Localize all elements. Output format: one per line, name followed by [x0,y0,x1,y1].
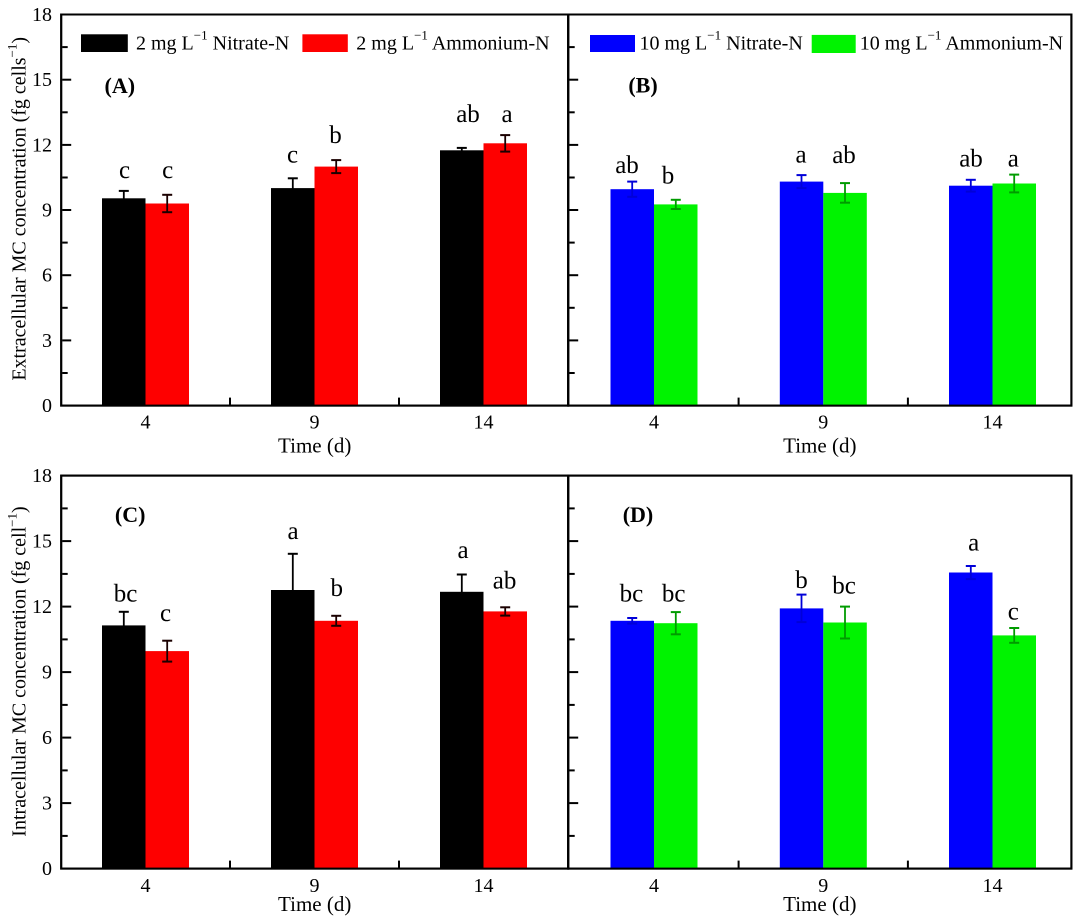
svg-text:12: 12 [32,596,52,618]
svg-text:bc: bc [662,581,686,608]
svg-text:Extracellular MC concentration: Extracellular MC concentration (fg cells… [5,37,31,381]
svg-text:ab: ab [493,568,517,595]
svg-text:2 mg L−1 Ammonium-N: 2 mg L−1 Ammonium-N [356,28,549,55]
svg-text:c: c [162,157,173,184]
svg-text:4: 4 [649,875,659,897]
svg-text:b: b [330,575,343,602]
svg-text:c: c [119,157,130,184]
svg-text:c: c [160,600,171,627]
svg-text:c: c [1008,599,1019,626]
svg-text:14: 14 [474,412,494,434]
svg-text:4: 4 [141,412,151,434]
svg-text:Intracellular MC concentration: Intracellular MC concentration (fg cell−… [5,506,31,836]
svg-text:Time (d): Time (d) [783,892,856,916]
svg-text:4: 4 [649,412,659,434]
svg-text:Time (d): Time (d) [278,892,351,916]
svg-text:10 mg L−1 Ammonium-N: 10 mg L−1 Ammonium-N [860,28,1063,55]
svg-text:0: 0 [42,858,52,880]
svg-text:0: 0 [42,395,52,417]
svg-text:c: c [287,141,298,168]
svg-text:a: a [1008,145,1019,172]
svg-text:(B): (B) [628,72,657,97]
svg-text:3: 3 [42,330,52,352]
svg-text:14: 14 [474,875,494,897]
svg-text:9: 9 [310,412,320,434]
svg-text:Time (d): Time (d) [278,434,351,458]
svg-text:6: 6 [42,727,52,749]
svg-text:ab: ab [959,145,983,172]
svg-text:bc: bc [832,573,856,600]
svg-text:15: 15 [32,531,52,553]
svg-text:(D): (D) [623,502,654,527]
svg-text:b: b [662,163,675,190]
svg-text:3: 3 [42,793,52,815]
svg-text:Time (d): Time (d) [783,434,856,458]
svg-text:4: 4 [141,875,151,897]
svg-text:b: b [795,567,808,594]
svg-text:ab: ab [832,142,856,169]
svg-text:10 mg L−1 Nitrate-N: 10 mg L−1 Nitrate-N [640,28,803,55]
svg-text:9: 9 [42,662,52,684]
svg-text:a: a [457,537,468,564]
svg-text:a: a [795,141,806,168]
svg-text:bc: bc [620,581,644,608]
svg-text:2 mg L−1 Nitrate-N: 2 mg L−1 Nitrate-N [136,28,289,55]
svg-text:9: 9 [818,412,828,434]
svg-text:18: 18 [32,465,52,487]
svg-text:a: a [501,101,512,128]
svg-text:15: 15 [32,69,52,91]
svg-text:ab: ab [615,152,639,179]
svg-text:12: 12 [32,134,52,156]
svg-text:18: 18 [32,4,52,26]
svg-text:6: 6 [42,265,52,287]
svg-text:(A): (A) [105,73,136,98]
svg-text:14: 14 [983,412,1003,434]
svg-text:14: 14 [983,875,1003,897]
svg-text:bc: bc [114,581,138,608]
svg-text:b: b [329,122,342,149]
svg-text:9: 9 [42,200,52,222]
svg-text:a: a [968,530,979,557]
svg-text:a: a [287,518,298,545]
svg-text:ab: ab [456,101,480,128]
svg-text:9: 9 [310,875,320,897]
svg-text:9: 9 [818,875,828,897]
svg-text:(C): (C) [115,502,146,527]
